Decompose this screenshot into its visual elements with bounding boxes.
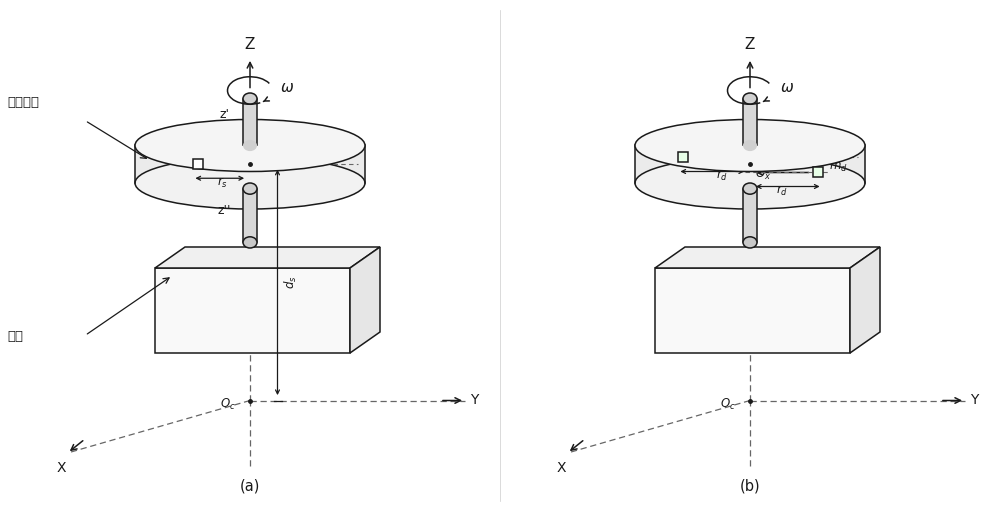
Text: $\omega$: $\omega$ xyxy=(280,81,294,96)
Bar xyxy=(812,168,822,177)
Text: $O_x$: $O_x$ xyxy=(755,167,771,182)
Polygon shape xyxy=(655,247,880,268)
Text: $O_c$: $O_c$ xyxy=(220,397,236,412)
Ellipse shape xyxy=(635,157,865,209)
Text: Y: Y xyxy=(470,393,478,407)
Bar xyxy=(743,189,757,242)
Text: 星体: 星体 xyxy=(8,331,24,343)
Text: Y: Y xyxy=(970,393,978,407)
Ellipse shape xyxy=(243,93,257,104)
Ellipse shape xyxy=(635,120,865,172)
Text: z': z' xyxy=(219,108,229,121)
Bar xyxy=(155,268,350,353)
Bar xyxy=(243,99,257,146)
Polygon shape xyxy=(350,247,380,353)
Text: Z: Z xyxy=(245,37,255,52)
Ellipse shape xyxy=(743,183,757,194)
Bar xyxy=(243,189,257,242)
Ellipse shape xyxy=(135,157,365,209)
Bar xyxy=(655,268,850,353)
Ellipse shape xyxy=(743,140,757,151)
Text: $r_d$: $r_d$ xyxy=(776,184,789,198)
Text: $F_d$: $F_d$ xyxy=(773,151,787,166)
Text: $F_s$: $F_s$ xyxy=(216,142,229,157)
Text: 旋转部件: 旋转部件 xyxy=(8,96,40,108)
Text: $\omega$: $\omega$ xyxy=(780,81,794,96)
Text: X: X xyxy=(57,460,66,475)
Text: Z: Z xyxy=(745,37,755,52)
Text: $r_d$: $r_d$ xyxy=(716,169,729,183)
Text: $r_s$: $r_s$ xyxy=(217,176,228,190)
Polygon shape xyxy=(850,247,880,353)
Ellipse shape xyxy=(243,140,257,151)
Text: (b): (b) xyxy=(740,478,760,493)
Bar xyxy=(743,99,757,146)
Bar xyxy=(135,146,365,183)
Text: $O_c$: $O_c$ xyxy=(720,397,736,412)
Bar xyxy=(678,152,688,162)
Text: X: X xyxy=(557,460,566,475)
Text: (a): (a) xyxy=(240,478,260,493)
Bar xyxy=(192,159,202,169)
Polygon shape xyxy=(155,247,380,268)
Text: $d_s$: $d_s$ xyxy=(283,275,299,289)
Text: $m_d$: $m_d$ xyxy=(829,161,848,174)
Bar xyxy=(635,146,865,183)
Text: $m_d$: $m_d$ xyxy=(652,137,671,151)
Ellipse shape xyxy=(135,120,365,172)
Ellipse shape xyxy=(243,237,257,248)
Text: $O_x$: $O_x$ xyxy=(256,148,273,162)
Ellipse shape xyxy=(243,183,257,194)
Text: z'': z'' xyxy=(218,204,231,217)
Ellipse shape xyxy=(743,237,757,248)
Text: $F_d$: $F_d$ xyxy=(717,135,731,151)
Ellipse shape xyxy=(743,93,757,104)
Text: $m_s$: $m_s$ xyxy=(170,144,187,157)
